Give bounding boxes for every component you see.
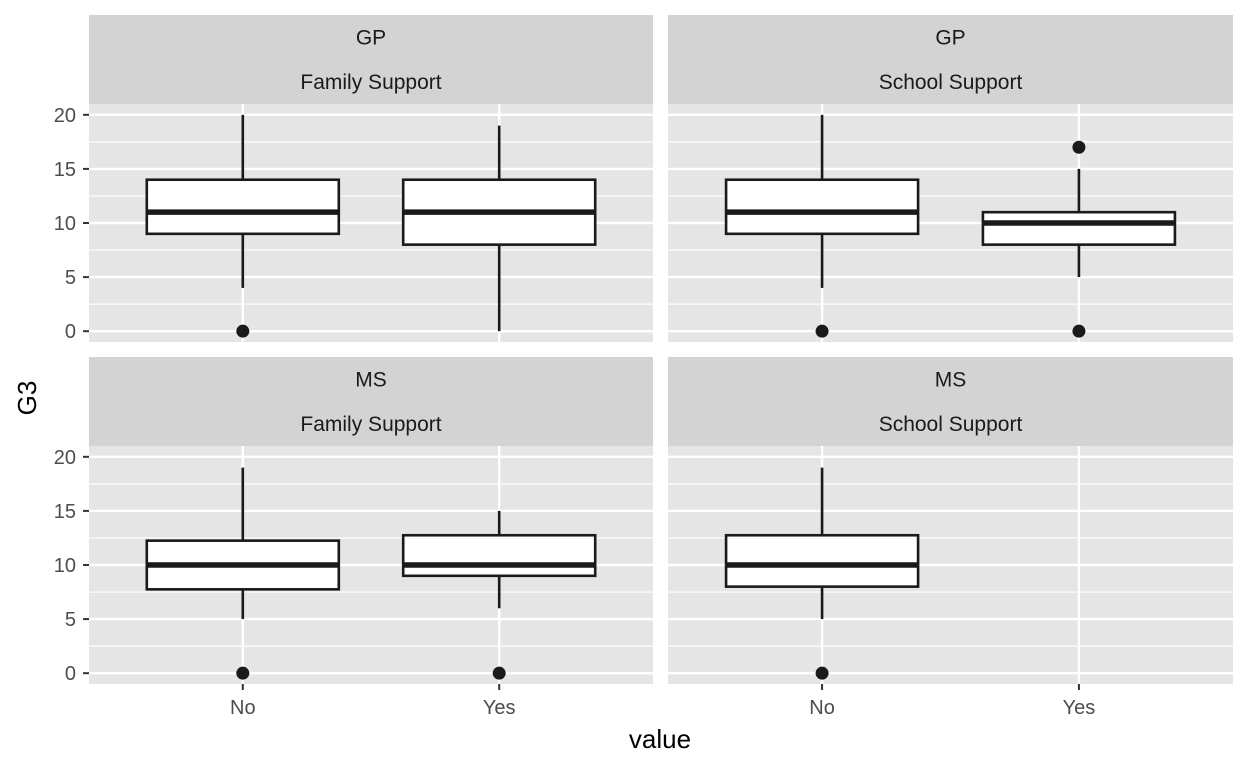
outlier-point <box>492 666 506 680</box>
strip-school-label: GP <box>935 27 965 50</box>
y-tick-label: 0 <box>65 663 76 685</box>
y-tick-label: 20 <box>54 447 76 469</box>
y-tick-label: 10 <box>54 213 76 235</box>
facet-panel-gp-school-support: GP School Support <box>668 15 1233 342</box>
outlier-point <box>236 324 250 338</box>
box-iqr <box>724 178 920 236</box>
strip-support-bg <box>89 60 653 104</box>
facet-panel-gp-family-support: GP Family Support 0 5 10 15 20 <box>54 15 653 343</box>
y-tick-label: 15 <box>54 159 76 181</box>
box-iqr <box>981 210 1177 246</box>
x-tick-label: No <box>230 697 256 719</box>
strip-support-bg <box>668 402 1233 446</box>
outlier-point <box>815 666 829 680</box>
y-axis-title: G3 <box>12 381 42 416</box>
x-tick-label: Yes <box>483 697 516 719</box>
y-tick-label: 0 <box>65 321 76 343</box>
boxplot-no <box>724 114 920 338</box>
strip-school-label: MS <box>355 369 387 392</box>
x-tick-label: Yes <box>1063 697 1096 719</box>
strip-school-bg <box>668 15 1233 60</box>
y-tick-label: 10 <box>54 555 76 577</box>
y-tick-label: 5 <box>65 267 76 289</box>
outlier-point <box>1072 140 1086 154</box>
box-iqr <box>145 178 341 236</box>
strip-school-bg <box>89 15 653 60</box>
strip-school-bg <box>668 357 1233 402</box>
strip-school-label: GP <box>356 27 386 50</box>
boxplot-no <box>724 467 920 680</box>
y-tick-label: 15 <box>54 501 76 523</box>
y-tick-label: 20 <box>54 105 76 127</box>
strip-support-label: Family Support <box>300 71 441 94</box>
outlier-point <box>815 324 829 338</box>
boxplot-no <box>145 114 341 338</box>
box-iqr <box>724 533 920 588</box>
strip-support-label: School Support <box>879 413 1023 436</box>
strip-support-bg <box>668 60 1233 104</box>
boxplot-no <box>145 467 341 680</box>
strip-school-label: MS <box>935 369 967 392</box>
boxplot-yes <box>401 125 597 332</box>
strip-school-bg <box>89 357 653 402</box>
x-axis-title: value <box>629 724 691 754</box>
boxplot-yes <box>981 140 1177 338</box>
strip-support-label: Family Support <box>300 413 441 436</box>
facet-panels: GP Family Support 0 5 10 15 20 GP School Support… <box>54 15 1233 719</box>
x-tick-label: No <box>809 697 835 719</box>
strip-support-label: School Support <box>879 71 1023 94</box>
strip-support-bg <box>89 402 653 446</box>
outlier-point <box>236 666 250 680</box>
y-tick-label: 5 <box>65 609 76 631</box>
facet-panel-ms-family-support: MS Family Support 0 5 10 15 20 No Yes <box>54 357 653 719</box>
boxplot-yes <box>401 510 597 680</box>
box-iqr <box>401 533 597 578</box>
outlier-point <box>1072 324 1086 338</box>
facet-panel-ms-school-support: MS School Support No Yes <box>668 357 1233 719</box>
